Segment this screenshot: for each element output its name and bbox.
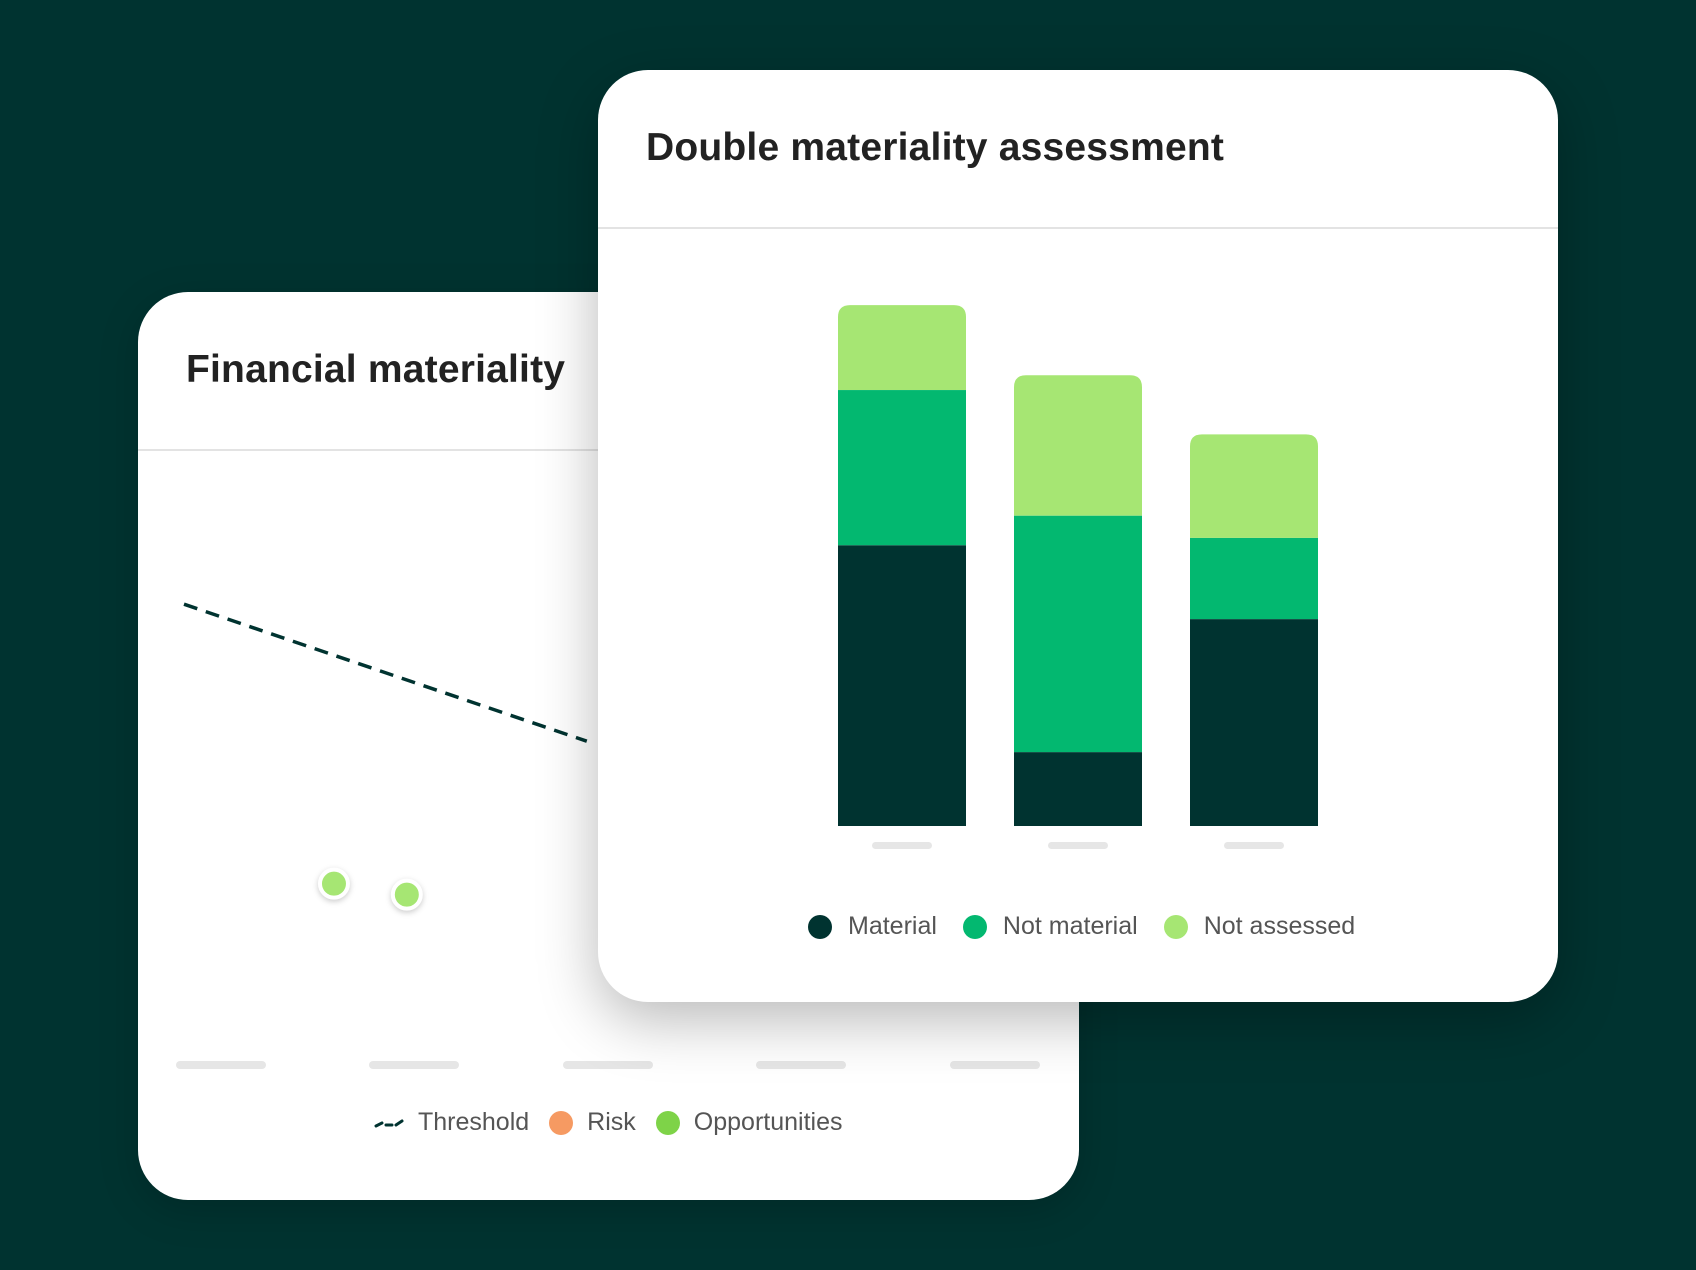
dma-legend: Material Not material Not assessed (808, 912, 1381, 941)
not-assessed-dot-icon (1164, 915, 1188, 939)
bar-segment-material-3 (1190, 619, 1318, 826)
bar-segment-material-1 (838, 545, 966, 826)
not-material-dot-icon (963, 915, 987, 939)
legend-item-material: Material (808, 912, 937, 941)
opportunities-dot-icon (656, 1111, 680, 1135)
legend-label-not-material: Not material (1003, 912, 1138, 941)
legend-item-not-material: Not material (963, 912, 1138, 941)
double-materiality-card: Double materiality assessment Material N… (598, 70, 1558, 1002)
legend-label-material: Material (848, 912, 937, 941)
x-tick-placeholder-1 (176, 1061, 266, 1069)
risk-dot-icon (549, 1111, 573, 1135)
material-dot-icon (808, 915, 832, 939)
x-tick-placeholder-3 (563, 1061, 653, 1069)
x-tick-placeholder-5 (950, 1061, 1040, 1069)
legend-item-not-assessed: Not assessed (1164, 912, 1355, 941)
legend-label-not-assessed: Not assessed (1204, 912, 1355, 941)
opportunities-point-1 (320, 870, 348, 898)
bar-segment-material-2 (1014, 752, 1142, 826)
legend-item-threshold: Threshold (374, 1108, 529, 1137)
bar-segment-not-assessed-3 (1190, 434, 1318, 537)
threshold-line (184, 604, 587, 741)
double-materiality-chart (598, 70, 1558, 1002)
bar-segment-not-material-1 (838, 390, 966, 545)
opportunities-point-2 (393, 881, 421, 909)
legend-label-risk: Risk (587, 1108, 636, 1137)
x-tick-placeholder-4 (756, 1061, 846, 1069)
legend-item-risk: Risk (549, 1108, 636, 1137)
bar-segment-not-assessed-1 (838, 305, 966, 390)
legend-item-opportunities: Opportunities (656, 1108, 843, 1137)
financial-legend: Threshold Risk Opportunities (374, 1108, 862, 1137)
legend-label-opportunities: Opportunities (694, 1108, 843, 1137)
x-tick-placeholder-2 (369, 1061, 459, 1069)
x-tick-placeholder-2 (1048, 842, 1108, 849)
x-tick-placeholder-3 (1224, 842, 1284, 849)
bar-segment-not-material-3 (1190, 538, 1318, 619)
bar-segment-not-assessed-2 (1014, 375, 1142, 515)
bar-segment-not-material-2 (1014, 516, 1142, 752)
legend-label-threshold: Threshold (418, 1108, 529, 1137)
threshold-dash-icon (374, 1115, 404, 1131)
x-tick-placeholder-1 (872, 842, 932, 849)
